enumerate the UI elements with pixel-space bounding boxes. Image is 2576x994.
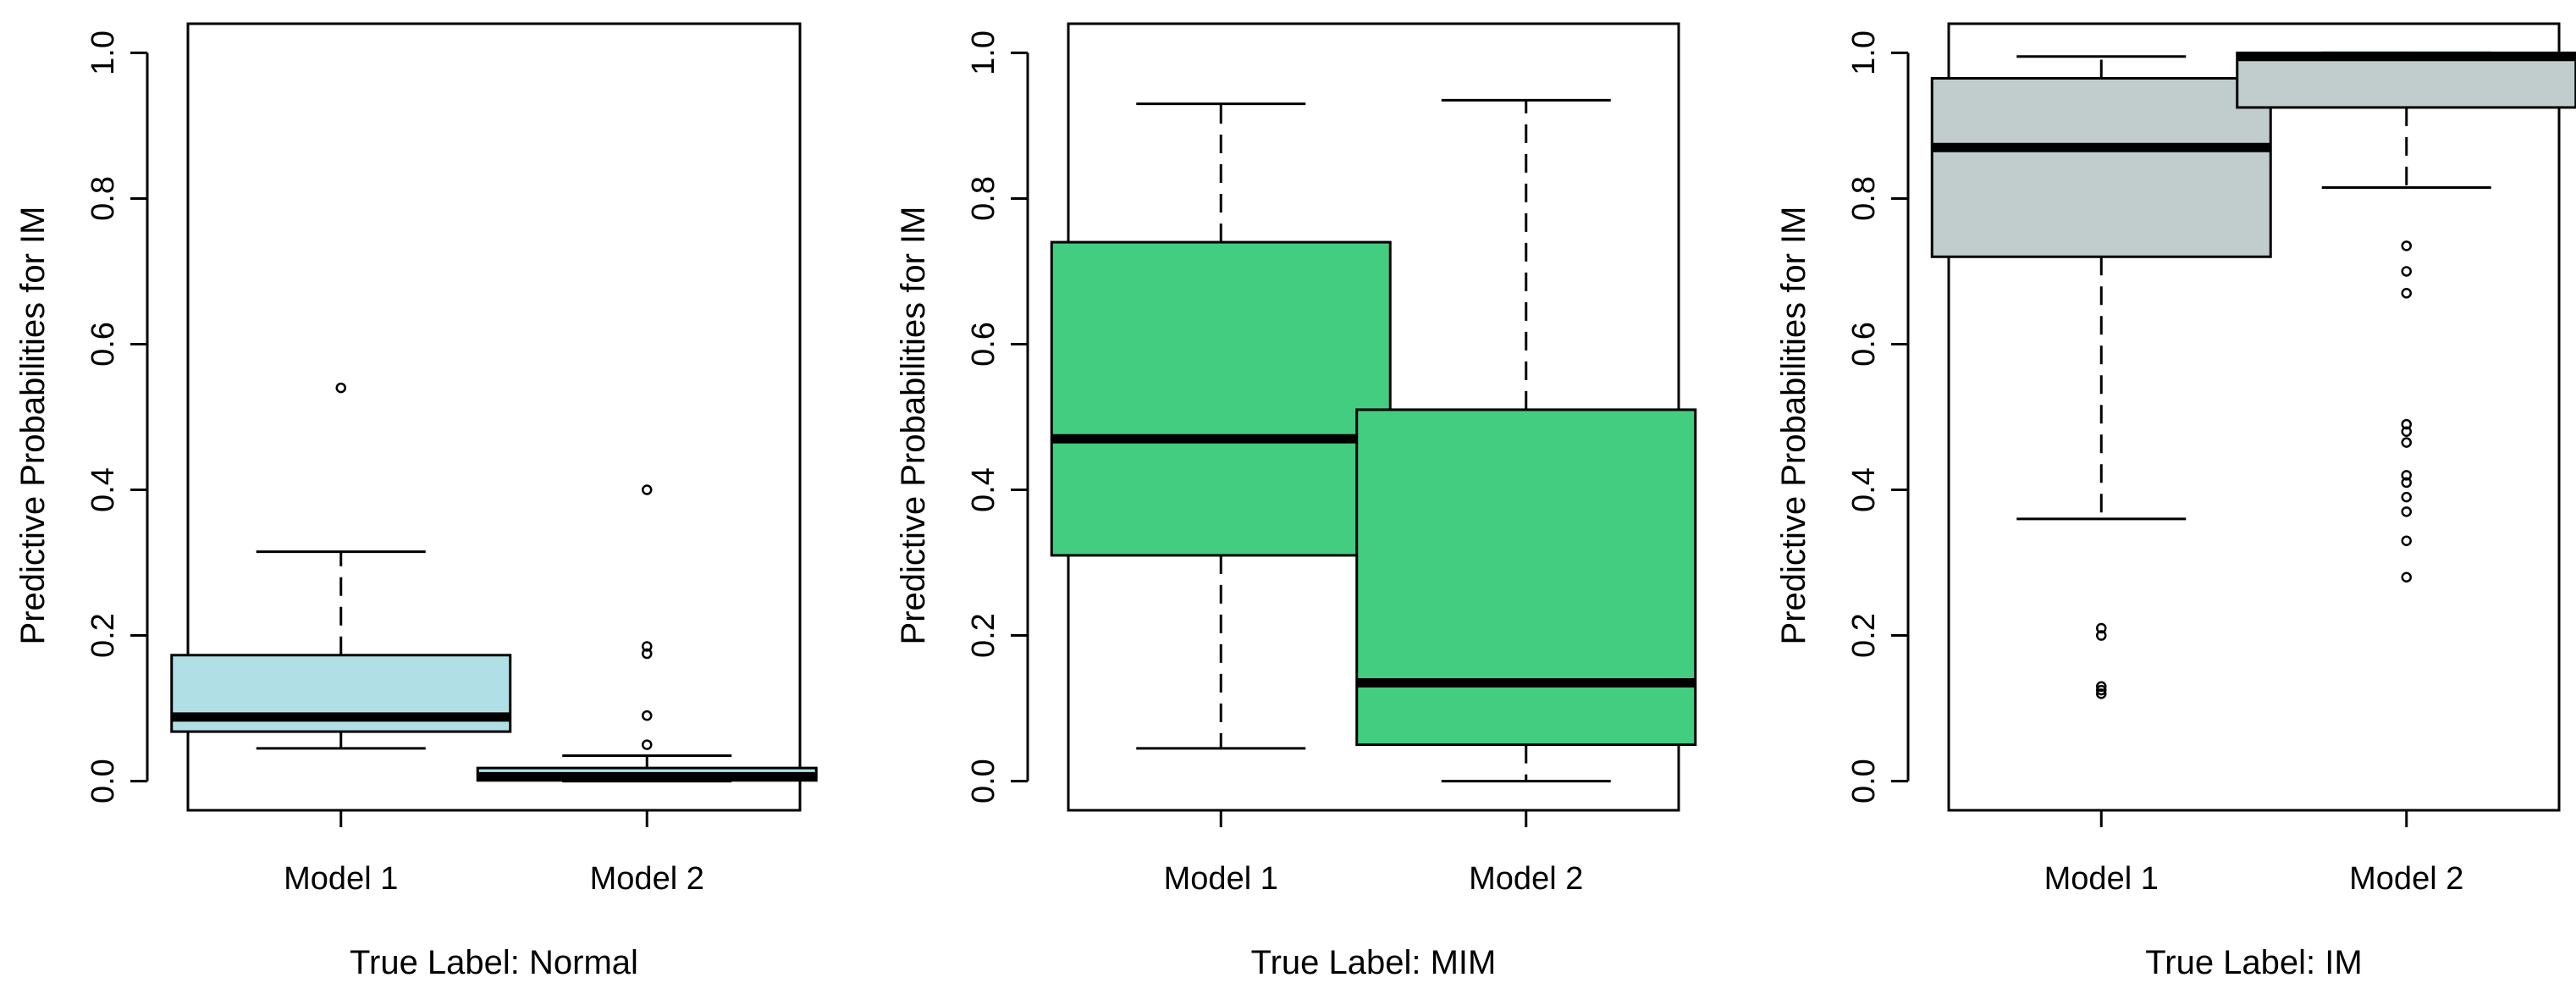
outlier-point [642, 739, 653, 750]
chart-panel-1: 0.0 0.2 0.4 0.6 0.8 1.0 Predictive Probabiliti… [14, 22, 818, 981]
outlier-point [2401, 288, 2412, 299]
y-tick-label: 1.0 [85, 30, 121, 75]
y-tick-label: 1.0 [1846, 30, 1882, 75]
y-tick-label: 0.8 [966, 176, 1001, 221]
y-axis-title: Predictive Probabilities for IM [895, 207, 932, 645]
box-2 [2236, 51, 2576, 583]
x-axis-title: True Label: MIM [1251, 944, 1497, 981]
outlier-point [2401, 426, 2412, 437]
x-axis-title: True Label: IM [2145, 944, 2362, 981]
x-tick-label: Model 2 [590, 861, 704, 897]
outlier-point [2096, 630, 2107, 641]
x-axis-title: True Label: Normal [350, 944, 638, 981]
y-tick-label: 0.6 [966, 322, 1001, 367]
outlier-point [2096, 681, 2107, 693]
y-tick-label: 0.4 [85, 467, 121, 512]
y-tick-label: 0.0 [1846, 759, 1882, 803]
outlier-point [335, 382, 346, 394]
chart-panel-2: 0.0 0.2 0.4 0.6 0.8 1.0 Predictive Probabiliti… [895, 22, 1697, 981]
y-tick-label: 0.4 [966, 467, 1001, 512]
iqr-box [1050, 240, 1392, 557]
outlier-point [2401, 477, 2412, 489]
box-1 [1050, 102, 1392, 750]
outlier-point [2096, 684, 2107, 696]
x-tick-label: Model 1 [284, 861, 398, 897]
box-1 [1930, 55, 2272, 699]
x-tick-label: Model 1 [2044, 861, 2159, 897]
y-tick-label: 0.2 [1846, 613, 1882, 658]
outlier-point [642, 484, 653, 495]
outlier-point [642, 641, 653, 652]
box-2 [1355, 98, 1697, 783]
y-tick-label: 0.4 [1846, 467, 1882, 512]
iqr-box [2236, 51, 2576, 109]
plot-frame [186, 22, 802, 812]
outlier-point [2401, 535, 2412, 546]
x-tick-label: Model 2 [2349, 861, 2463, 897]
iqr-box [1930, 77, 2272, 258]
y-axis-title: Predictive Probabilities for IM [14, 207, 52, 645]
y-tick-label: 0.6 [1846, 322, 1882, 367]
outlier-point [2401, 491, 2412, 503]
outlier-point [2401, 437, 2412, 448]
outlier-point [2096, 688, 2107, 699]
y-tick-label: 0.8 [1846, 176, 1882, 221]
x-tick-label: Model 1 [1164, 861, 1278, 897]
y-tick-label: 0.2 [966, 613, 1001, 658]
plot-frame [1947, 22, 2561, 812]
outlier-point [2401, 240, 2412, 251]
y-tick-label: 1.0 [966, 30, 1001, 75]
outlier-point [2401, 418, 2412, 430]
y-tick-label: 0.8 [85, 176, 121, 221]
y-tick-label: 0.0 [85, 759, 121, 803]
box-2 [476, 484, 818, 783]
y-tick-label: 0.6 [85, 322, 121, 367]
y-tick-label: 0.2 [85, 613, 121, 658]
outlier-point [2401, 506, 2412, 517]
iqr-box [1355, 408, 1697, 747]
outlier-point [642, 710, 653, 721]
chart-panel-3: 0.0 0.2 0.4 0.6 0.8 1.0 Predictive Probabiliti… [1775, 22, 2576, 981]
y-axis-title: Predictive Probabilities for IM [1775, 207, 1812, 645]
box-1 [170, 382, 512, 750]
y-tick-label: 0.0 [966, 759, 1001, 803]
outlier-point [2401, 266, 2412, 277]
outlier-point [642, 648, 653, 660]
outlier-point [2401, 470, 2412, 481]
outlier-point [2401, 572, 2412, 583]
outlier-point [2096, 622, 2107, 634]
x-tick-label: Model 2 [1469, 861, 1583, 897]
